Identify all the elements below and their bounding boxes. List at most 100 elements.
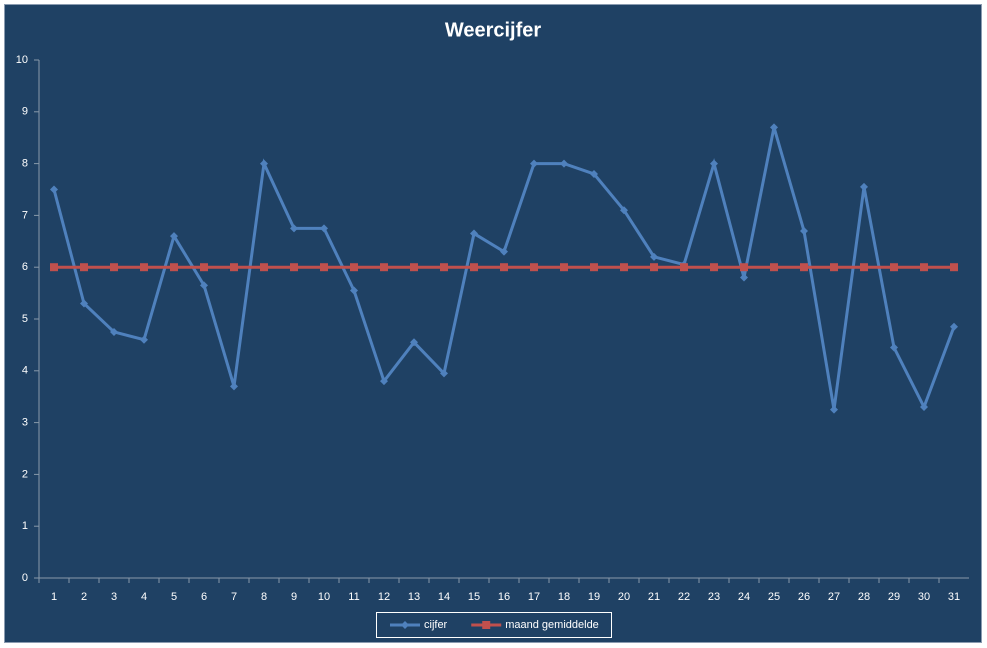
x-tick-label: 4 — [141, 591, 147, 603]
data-point — [440, 369, 448, 378]
data-point — [80, 299, 88, 308]
y-tick-label: 1 — [22, 520, 28, 532]
x-tick-label: 23 — [708, 591, 720, 603]
data-point — [710, 263, 718, 272]
data-point — [320, 224, 328, 233]
data-point — [170, 263, 178, 272]
data-point — [800, 263, 808, 272]
x-tick-label: 28 — [858, 591, 870, 603]
legend-label: maand gemiddelde — [505, 619, 599, 631]
x-tick-label: 10 — [318, 591, 330, 603]
x-tick-label: 22 — [678, 591, 690, 603]
x-tick-label: 29 — [888, 591, 900, 603]
data-point — [350, 263, 358, 272]
data-point — [320, 263, 328, 272]
y-tick-label: 7 — [22, 209, 28, 221]
data-point — [500, 263, 508, 272]
x-tick-label: 21 — [648, 591, 660, 603]
y-tick-label: 2 — [22, 468, 28, 480]
data-point — [350, 286, 358, 295]
data-point — [920, 403, 928, 412]
data-point — [260, 159, 268, 168]
x-tick-label: 9 — [291, 591, 297, 603]
data-point — [50, 263, 58, 272]
data-point — [650, 252, 658, 261]
data-point — [260, 263, 268, 272]
legend-marker — [401, 621, 409, 629]
x-tick-label: 31 — [948, 591, 960, 603]
data-point — [950, 263, 958, 272]
data-point — [950, 322, 958, 331]
data-point — [110, 263, 118, 272]
data-point — [110, 327, 118, 336]
data-point — [590, 263, 598, 272]
y-tick-label: 6 — [22, 261, 28, 273]
x-tick-label: 5 — [171, 591, 177, 603]
data-point — [860, 182, 868, 191]
legend-label: cijfer — [424, 619, 448, 631]
data-point — [800, 226, 808, 235]
data-point — [230, 382, 238, 391]
x-tick-label: 12 — [378, 591, 390, 603]
y-tick-label: 5 — [22, 313, 28, 325]
x-tick-label: 18 — [558, 591, 570, 603]
data-point — [860, 263, 868, 272]
data-point — [530, 263, 538, 272]
data-point — [440, 263, 448, 272]
x-tick-label: 2 — [81, 591, 87, 603]
x-tick-label: 20 — [618, 591, 630, 603]
data-point — [530, 159, 538, 168]
data-point — [680, 263, 688, 272]
y-tick-label: 9 — [22, 106, 28, 118]
data-point — [50, 185, 58, 194]
data-point — [770, 123, 778, 132]
chart-title: Weercijfer — [445, 19, 542, 41]
x-tick-label: 1 — [51, 591, 57, 603]
data-point — [650, 263, 658, 272]
data-point — [410, 263, 418, 272]
data-point — [290, 263, 298, 272]
data-point — [620, 263, 628, 272]
x-tick-label: 30 — [918, 591, 930, 603]
y-tick-label: 0 — [22, 572, 28, 584]
data-point — [200, 263, 208, 272]
legend-box — [376, 612, 612, 638]
x-tick-label: 25 — [768, 591, 780, 603]
data-point — [140, 263, 148, 272]
data-point — [290, 224, 298, 233]
x-tick-label: 13 — [408, 591, 420, 603]
x-tick-label: 8 — [261, 591, 267, 603]
data-point — [80, 263, 88, 272]
data-point — [230, 263, 238, 272]
data-point — [170, 232, 178, 241]
data-point — [560, 159, 568, 168]
legend-marker — [482, 621, 491, 629]
data-point — [470, 229, 478, 238]
chart-background — [4, 4, 982, 643]
data-point — [890, 343, 898, 352]
data-point — [830, 263, 838, 272]
data-point — [380, 263, 388, 272]
x-tick-label: 15 — [468, 591, 480, 603]
x-tick-label: 7 — [231, 591, 237, 603]
data-point — [890, 263, 898, 272]
data-point — [770, 263, 778, 272]
data-point — [830, 405, 838, 414]
data-point — [200, 281, 208, 290]
x-tick-label: 3 — [111, 591, 117, 603]
x-tick-label: 26 — [798, 591, 810, 603]
data-point — [560, 263, 568, 272]
data-point — [590, 169, 598, 178]
x-tick-label: 19 — [588, 591, 600, 603]
x-tick-label: 6 — [201, 591, 207, 603]
data-point — [470, 263, 478, 272]
data-point — [710, 159, 718, 168]
y-tick-label: 10 — [16, 54, 28, 66]
y-tick-label: 3 — [22, 417, 28, 429]
y-tick-label: 4 — [22, 365, 28, 377]
x-tick-label: 11 — [348, 591, 359, 603]
x-tick-label: 24 — [738, 591, 750, 603]
data-point — [410, 338, 418, 347]
x-tick-label: 14 — [438, 591, 450, 603]
x-tick-label: 17 — [528, 591, 540, 603]
